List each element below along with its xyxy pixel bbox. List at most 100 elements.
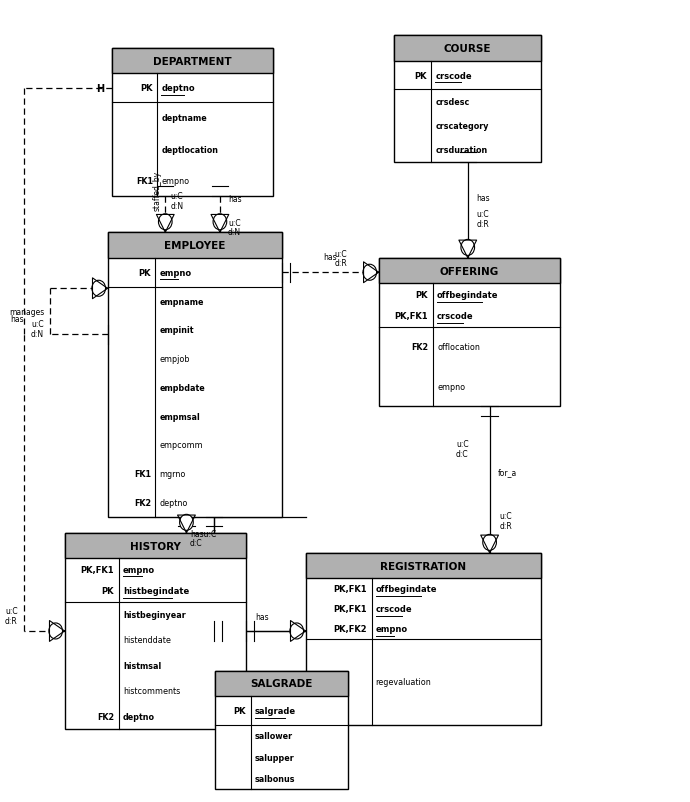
Text: hasu:C: hasu:C	[190, 529, 216, 538]
Text: d:N: d:N	[170, 201, 184, 210]
Text: PK: PK	[140, 84, 152, 93]
Text: empno: empno	[123, 565, 155, 574]
Text: PK,FK2: PK,FK2	[333, 624, 367, 634]
Bar	[215, 670, 348, 696]
Bar	[112, 49, 273, 196]
Text: histenddate: histenddate	[123, 636, 171, 645]
Text: deptno: deptno	[159, 498, 188, 507]
Text: sallower: sallower	[255, 731, 293, 740]
Text: d:R: d:R	[335, 259, 348, 268]
Text: PK,FK1: PK,FK1	[333, 584, 367, 593]
Circle shape	[213, 214, 227, 230]
Circle shape	[159, 214, 172, 230]
Text: histbegindate: histbegindate	[123, 586, 189, 596]
Circle shape	[49, 623, 63, 639]
Text: empno: empno	[159, 269, 192, 277]
Text: has: has	[324, 253, 337, 261]
Text: salbonus: salbonus	[255, 774, 295, 783]
Text: HISTORY: HISTORY	[130, 541, 181, 551]
Text: for_a: for_a	[497, 468, 517, 476]
Text: empjob: empjob	[159, 354, 190, 363]
Text: FK2: FK2	[412, 342, 428, 351]
Text: H: H	[96, 83, 104, 94]
Circle shape	[483, 535, 496, 551]
Text: PK: PK	[415, 290, 428, 299]
Bar	[395, 36, 541, 62]
Bar	[395, 36, 541, 163]
Text: deptno: deptno	[123, 712, 155, 721]
Text: PK: PK	[414, 71, 426, 80]
Text: u:C: u:C	[477, 210, 489, 219]
Text: EMPLOYEE: EMPLOYEE	[164, 241, 226, 251]
Text: histmsal: histmsal	[123, 661, 161, 670]
Text: deptname: deptname	[161, 115, 207, 124]
Text: deptlocation: deptlocation	[161, 145, 219, 155]
Text: crscode: crscode	[437, 312, 473, 321]
Text: crscode: crscode	[435, 71, 472, 80]
Text: salupper: salupper	[255, 753, 295, 762]
Bar	[112, 49, 273, 75]
Text: salgrade: salgrade	[255, 707, 296, 715]
Text: has: has	[10, 314, 23, 323]
Text: FK2: FK2	[97, 712, 115, 721]
Text: u:C: u:C	[170, 192, 184, 200]
Circle shape	[290, 623, 304, 639]
Circle shape	[179, 515, 193, 531]
Text: u:C: u:C	[5, 606, 18, 615]
Bar	[65, 533, 246, 559]
Text: empno: empno	[437, 383, 465, 391]
Text: SALGRADE: SALGRADE	[250, 678, 313, 689]
Text: has: has	[228, 194, 242, 204]
Text: regevaluation: regevaluation	[375, 678, 431, 687]
Text: PK,FK1: PK,FK1	[395, 312, 428, 321]
Text: d:C: d:C	[456, 449, 469, 458]
Bar	[306, 553, 541, 725]
Circle shape	[363, 265, 377, 281]
Text: empno: empno	[161, 176, 190, 186]
Text: histbeginyear: histbeginyear	[123, 610, 186, 619]
Text: d:R: d:R	[500, 521, 513, 530]
Text: d:N: d:N	[228, 228, 242, 237]
Text: offlocation: offlocation	[437, 342, 480, 351]
Circle shape	[461, 240, 475, 256]
Text: DEPARTMENT: DEPARTMENT	[153, 57, 232, 67]
Text: empcomm: empcomm	[159, 441, 203, 450]
Text: has: has	[255, 612, 268, 621]
Text: empinit: empinit	[159, 326, 194, 335]
Text: deptno: deptno	[161, 84, 195, 93]
Text: u:C: u:C	[32, 319, 44, 329]
Text: PK,FK1: PK,FK1	[81, 565, 114, 574]
Text: REGISTRATION: REGISTRATION	[380, 561, 466, 571]
Text: histcomments: histcomments	[123, 687, 180, 695]
Text: empname: empname	[159, 298, 204, 306]
Bar	[379, 258, 560, 407]
Text: PK: PK	[233, 707, 246, 715]
Bar	[108, 233, 282, 517]
Text: empno: empno	[375, 624, 408, 634]
Text: mgrno: mgrno	[159, 469, 186, 479]
Text: COURSE: COURSE	[444, 44, 491, 54]
Text: u:C: u:C	[456, 439, 469, 448]
Text: crscategory: crscategory	[435, 122, 489, 131]
Bar	[306, 553, 541, 579]
Text: OFFERING: OFFERING	[440, 266, 499, 277]
Text: empmsal: empmsal	[159, 412, 200, 421]
Text: crsdesc: crsdesc	[435, 98, 469, 107]
Text: u:C: u:C	[228, 218, 241, 227]
Text: u:C: u:C	[500, 512, 513, 520]
Text: FK1: FK1	[135, 469, 151, 479]
Bar	[65, 533, 246, 729]
Text: d:R: d:R	[477, 220, 489, 229]
Text: PK,FK1: PK,FK1	[333, 604, 367, 614]
Bar	[108, 233, 282, 258]
Text: PK: PK	[101, 586, 114, 596]
Text: offbegindate: offbegindate	[437, 290, 498, 299]
Bar	[215, 670, 348, 789]
Text: crscode: crscode	[375, 604, 412, 614]
Text: PK: PK	[138, 269, 150, 277]
Text: FK2: FK2	[135, 498, 151, 507]
Text: u:C: u:C	[335, 249, 347, 258]
Text: manages: manages	[9, 307, 44, 317]
Text: staffed_by: staffed_by	[153, 171, 162, 211]
Text: FK1: FK1	[136, 176, 153, 186]
